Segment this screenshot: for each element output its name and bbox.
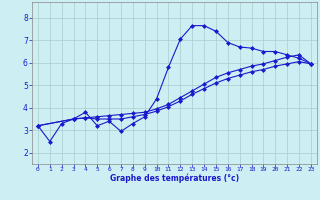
X-axis label: Graphe des températures (°c): Graphe des températures (°c) xyxy=(110,174,239,183)
